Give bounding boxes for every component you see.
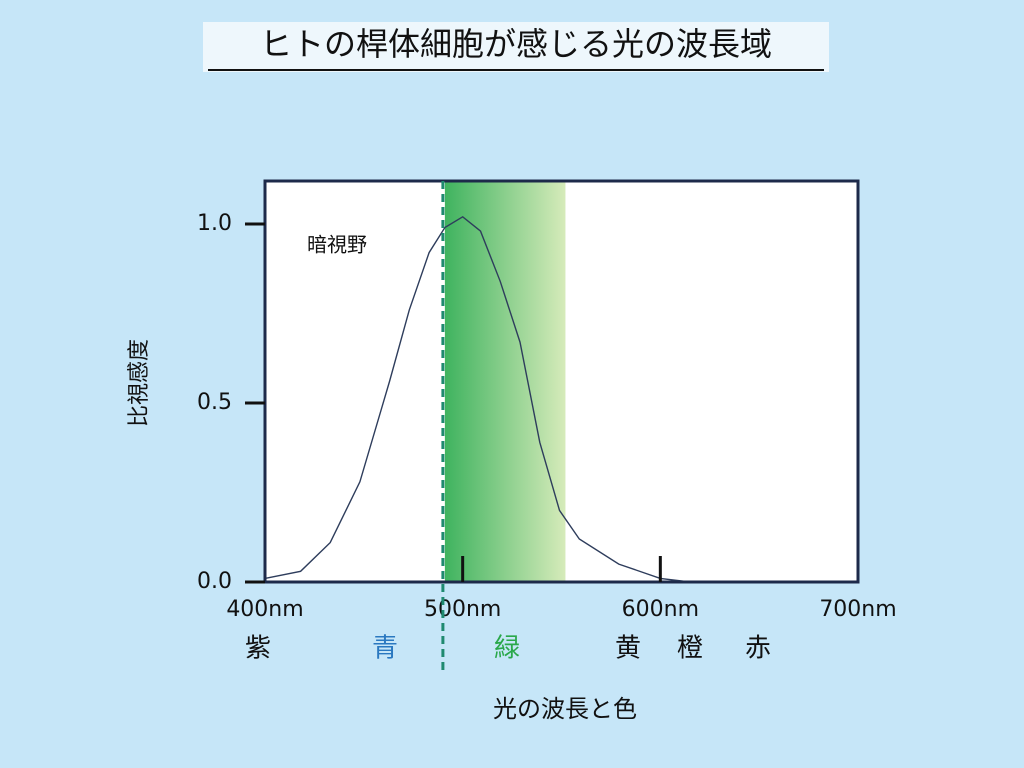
color-name: 緑 [494, 634, 520, 664]
x-tick-label: 700nm [819, 597, 896, 622]
color-name: 橙 [677, 634, 703, 664]
color-name: 赤 [745, 634, 771, 664]
y-tick-label: 1.0 [197, 211, 232, 236]
color-name: 紫 [245, 634, 271, 664]
x-tick-label: 400nm [226, 597, 303, 622]
y-axis-label: 比視感度 [127, 339, 152, 427]
x-axis-label: 光の波長と色 [493, 695, 637, 723]
chart-title: ヒトの桿体細胞が感じる光の波長域 [260, 25, 772, 63]
curve-label: 暗視野 [307, 233, 367, 257]
color-name: 黄 [615, 634, 641, 664]
plot-frame [263, 179, 860, 584]
color-name: 青 [372, 634, 398, 664]
y-tick-label: 0.0 [197, 569, 232, 594]
highlight-band [444, 181, 566, 582]
y-tick-label: 0.5 [197, 390, 232, 415]
curve [264, 215, 691, 583]
x-tick-label: 600nm [622, 597, 699, 622]
title-box [203, 22, 829, 72]
x-tick-label: 500nm [424, 597, 501, 622]
